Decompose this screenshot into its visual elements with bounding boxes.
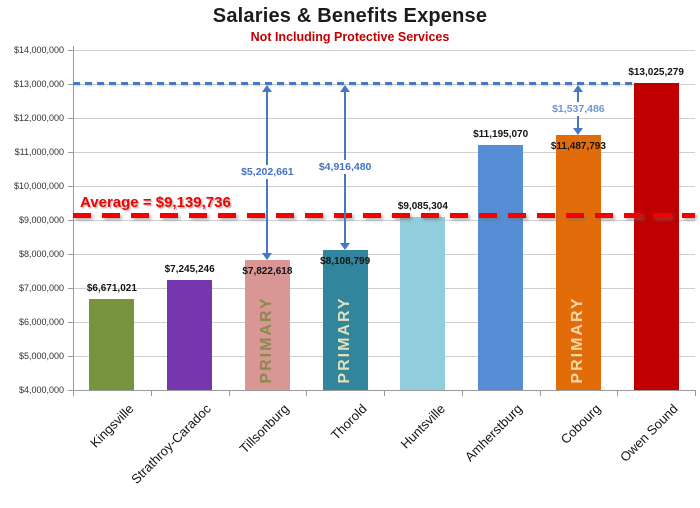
y-tick-mark — [68, 83, 73, 85]
y-tick-mark — [68, 117, 73, 119]
arrow-head-up-icon — [340, 85, 351, 93]
bar-huntsville — [400, 217, 446, 390]
gridline — [73, 117, 695, 119]
x-axis-label-strathroy-caradoc: Strathroy-Caradoc — [128, 401, 215, 487]
difference-label-tillsonburg: $5,202,661 — [238, 164, 297, 179]
y-tick-label: $10,000,000 — [13, 180, 64, 191]
y-tick-label: $14,000,000 — [13, 44, 64, 55]
y-tick-label: $5,000,000 — [18, 350, 64, 361]
y-tick-mark — [68, 185, 73, 187]
gridline — [73, 151, 695, 153]
primary-label-tillsonburg: PRIMARY — [258, 296, 276, 384]
value-label-amherstburg: $11,195,070 — [473, 129, 529, 141]
x-axis-label-huntsville: Huntsville — [397, 401, 448, 452]
average-value-label: Average = $9,139,736 — [80, 194, 231, 211]
value-label-tillsonburg: $7,822,618 — [242, 266, 293, 278]
y-tick-label: $6,000,000 — [18, 316, 64, 327]
arrow-head-up-icon — [573, 85, 584, 93]
bar-owen-sound — [633, 83, 679, 390]
x-axis-label-amherstburg: Amherstburg — [462, 401, 526, 465]
arrow-head-down-icon — [340, 243, 351, 251]
y-tick-label: $7,000,000 — [18, 282, 64, 293]
x-axis-label-owen-sound: Owen Sound — [616, 401, 681, 465]
chart-subtitle: Not Including Protective Services — [250, 30, 450, 44]
value-label-thorold: $8,108,799 — [320, 256, 371, 268]
value-label-cobourg: $11,487,793 — [550, 141, 606, 153]
y-tick-label: $12,000,000 — [13, 112, 64, 123]
primary-label-thorold: PRIMARY — [336, 296, 354, 384]
gridline — [73, 287, 695, 289]
y-tick-label: $4,000,000 — [18, 384, 64, 395]
bar-thorold — [322, 250, 368, 390]
x-axis-label-kingsville: Kingsville — [87, 401, 137, 451]
x-tick-mark — [617, 390, 619, 396]
y-tick-label: $13,000,000 — [13, 78, 64, 89]
arrow-head-down-icon — [262, 253, 273, 260]
y-tick-mark — [68, 389, 73, 391]
chart-title: Salaries & Benefits Expense — [212, 5, 488, 27]
value-label-strathroy-caradoc: $7,245,246 — [164, 263, 215, 275]
y-tick-label: $11,000,000 — [14, 146, 64, 157]
y-tick-mark — [68, 253, 73, 255]
difference-label-thorold: $4,916,480 — [315, 159, 375, 174]
y-tick-mark — [68, 49, 73, 51]
bar-kingsville — [89, 299, 135, 390]
gridline — [73, 355, 695, 357]
y-tick-label: $9,000,000 — [18, 214, 64, 225]
gridline — [73, 321, 695, 323]
y-tick-mark — [68, 355, 73, 357]
x-tick-mark — [539, 390, 541, 396]
x-tick-mark — [150, 390, 152, 396]
reference-line — [73, 81, 634, 85]
arrow-head-down-icon — [573, 128, 584, 136]
value-label-huntsville: $9,085,304 — [397, 201, 448, 213]
x-tick-mark — [695, 390, 696, 396]
gridline — [73, 253, 695, 255]
y-tick-mark — [68, 287, 73, 289]
gridline — [73, 185, 695, 187]
y-tick-label: $8,000,000 — [18, 248, 64, 259]
bar-tillsonburg — [244, 260, 290, 390]
x-tick-mark — [461, 390, 463, 396]
value-label-kingsville: $6,671,021 — [86, 283, 137, 295]
gridline — [73, 219, 695, 221]
bar-strathroy-caradoc — [167, 279, 213, 390]
y-tick-mark — [68, 219, 73, 221]
x-tick-mark — [73, 390, 74, 396]
primary-label-cobourg: PRIMARY — [569, 296, 587, 384]
x-tick-mark — [306, 390, 308, 396]
value-label-owen-sound: $13,025,279 — [628, 67, 684, 79]
x-tick-mark — [228, 390, 230, 396]
bar-amherstburg — [478, 145, 524, 390]
average-line — [73, 212, 695, 218]
difference-label-cobourg: $1,537,486 — [549, 102, 608, 117]
gridline — [73, 49, 695, 51]
arrow-head-up-icon — [262, 85, 273, 93]
y-axis-line — [73, 46, 74, 390]
x-tick-mark — [384, 390, 385, 396]
y-tick-mark — [68, 151, 73, 153]
y-tick-mark — [68, 321, 73, 323]
bar-cobourg — [555, 135, 601, 390]
